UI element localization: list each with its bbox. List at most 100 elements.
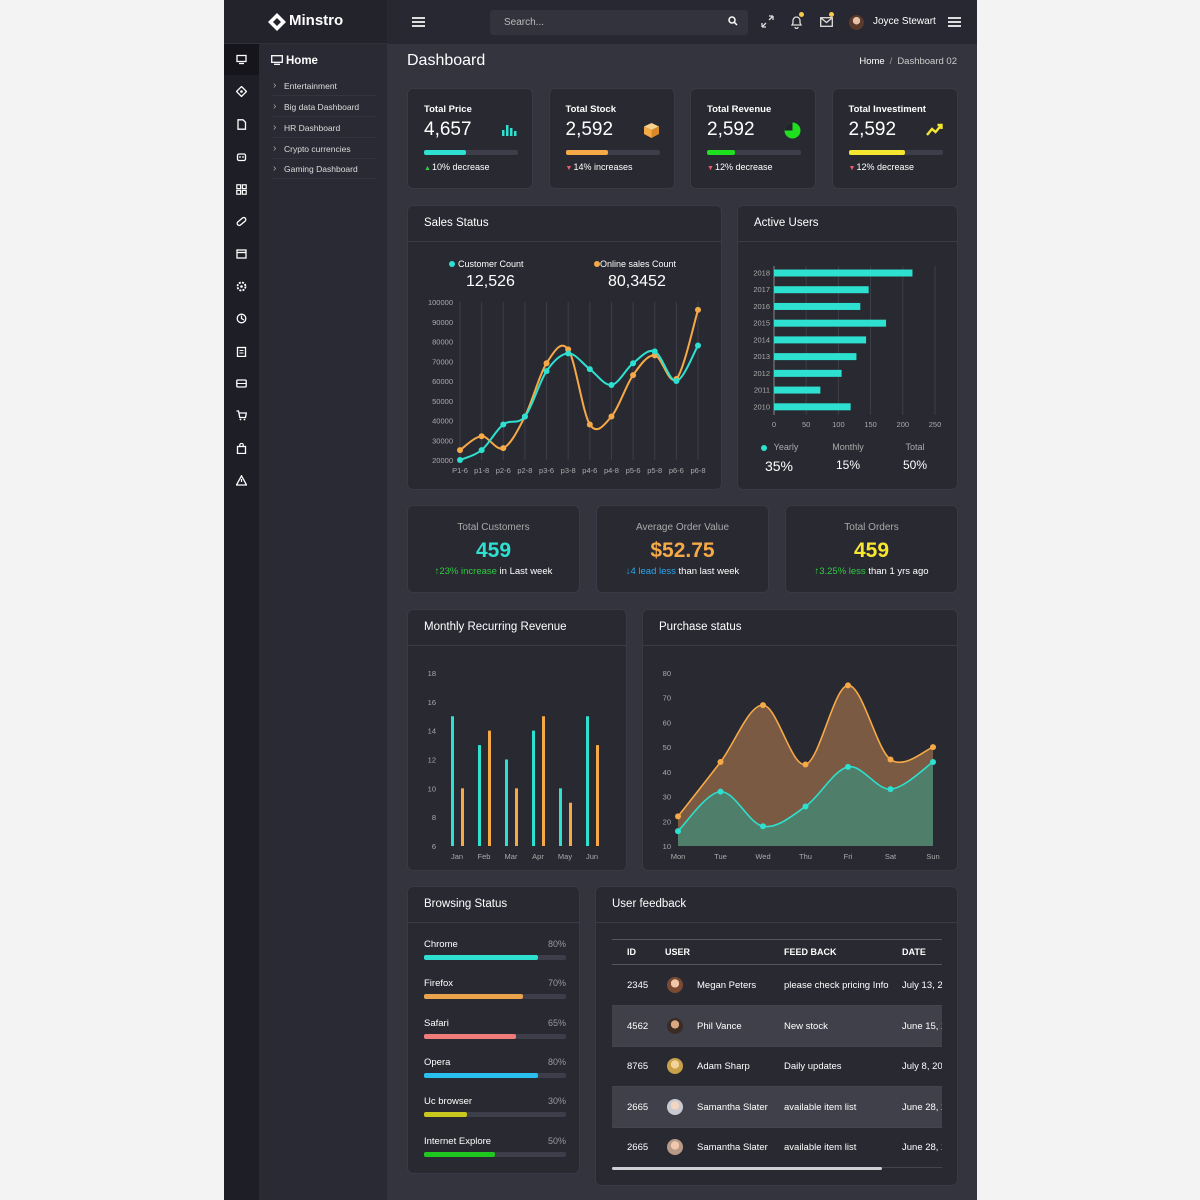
data-point[interactable] — [500, 445, 507, 452]
breadcrumb-home[interactable]: Home — [859, 56, 885, 67]
bar-2013[interactable] — [774, 353, 857, 361]
data-point[interactable] — [586, 421, 593, 428]
table-row[interactable]: 8765 Adam Sharp Daily updates July 8, 20: — [612, 1046, 942, 1088]
data-point[interactable] — [930, 758, 936, 765]
user-avatar — [667, 1017, 683, 1034]
tracking-icon[interactable] — [236, 313, 247, 324]
table-row[interactable]: 2665 Samantha Slater available item list Ju… — [612, 1127, 942, 1169]
bar-may-1[interactable] — [559, 788, 562, 846]
data-point[interactable] — [608, 413, 615, 420]
notification-bell-icon[interactable] — [790, 15, 803, 29]
data-point[interactable] — [802, 803, 809, 810]
menu-icon[interactable] — [948, 17, 961, 27]
data-point[interactable] — [673, 378, 680, 384]
bar-may-2[interactable] — [569, 802, 572, 846]
data-point[interactable] — [521, 413, 528, 420]
bar-jun-2[interactable] — [596, 745, 599, 846]
cart-icon[interactable] — [236, 410, 247, 421]
data-point[interactable] — [695, 342, 701, 349]
data-point[interactable] — [675, 813, 681, 820]
sidebar-toggle-icon[interactable] — [412, 17, 425, 27]
submenu-item-hr[interactable]: HR Dashboard — [271, 118, 377, 138]
bar-jan-1[interactable] — [451, 716, 454, 846]
submenu-item-gaming[interactable]: Gaming Dashboard — [271, 159, 377, 179]
bar-2010[interactable] — [774, 403, 851, 411]
bar-2012[interactable] — [774, 369, 842, 377]
data-point[interactable] — [478, 447, 485, 454]
bar-jan-2[interactable] — [461, 788, 464, 846]
bar-2016[interactable] — [774, 302, 861, 310]
mail-icon[interactable] — [820, 17, 833, 27]
clipboard-icon[interactable] — [236, 346, 247, 357]
pill-icon[interactable] — [236, 216, 247, 227]
data-point[interactable] — [630, 372, 637, 379]
bar-2018[interactable] — [774, 269, 913, 277]
data-point[interactable] — [930, 744, 936, 751]
brand-box[interactable]: Minstro — [224, 0, 387, 44]
data-point[interactable] — [760, 823, 766, 830]
submenu-item-crypto[interactable]: Crypto currencies — [271, 139, 377, 159]
bar-mar-2[interactable] — [515, 788, 518, 846]
data-point[interactable] — [457, 457, 463, 463]
data-point[interactable] — [717, 758, 724, 765]
search-input[interactable] — [490, 10, 748, 35]
data-point[interactable] — [845, 763, 851, 770]
card-header: Purchase status — [643, 610, 957, 646]
diamond-icon[interactable] — [236, 86, 247, 98]
ticket-icon[interactable] — [236, 378, 247, 389]
grid-icon[interactable] — [236, 183, 247, 195]
header-id[interactable]: ID — [627, 947, 636, 957]
user-name[interactable]: Joyce Stewart — [873, 16, 936, 27]
x-tick-label: p1-8 — [474, 466, 489, 475]
warning-icon[interactable] — [236, 475, 247, 486]
header-user[interactable]: USER — [665, 947, 691, 957]
data-point[interactable] — [802, 761, 809, 768]
data-point[interactable] — [543, 368, 550, 375]
submenu-header[interactable]: Home — [271, 55, 318, 67]
robot-icon[interactable] — [236, 151, 247, 162]
bar-apr-1[interactable] — [532, 730, 535, 846]
fullscreen-icon[interactable] — [761, 15, 774, 28]
submenu-item-entertainment[interactable]: Entertainment — [271, 76, 377, 96]
data-point[interactable] — [760, 702, 766, 709]
table-row[interactable]: 2665 Samantha Slater available item list Ju… — [612, 1086, 942, 1128]
data-point[interactable] — [630, 360, 637, 367]
data-point[interactable] — [695, 306, 701, 313]
bar-2015[interactable] — [774, 319, 887, 327]
data-point[interactable] — [717, 788, 724, 795]
table-row[interactable]: 4562 Phil Vance New stock June 15, 2 — [612, 1005, 942, 1047]
data-point[interactable] — [651, 348, 658, 355]
table-scrollbar[interactable] — [612, 1167, 882, 1170]
bar-mar-1[interactable] — [505, 759, 508, 847]
bar-jun-1[interactable] — [586, 716, 589, 846]
data-point[interactable] — [543, 360, 550, 367]
bar-2011[interactable] — [774, 386, 821, 394]
data-point[interactable] — [500, 421, 507, 428]
monitor-icon[interactable] — [236, 54, 247, 65]
data-point[interactable] — [887, 786, 894, 793]
settings-icon[interactable] — [236, 281, 247, 292]
bar-feb-1[interactable] — [478, 745, 481, 846]
submenu-item-big-data[interactable]: Big data Dashboard — [271, 97, 377, 117]
data-point[interactable] — [478, 433, 485, 440]
bag-icon[interactable] — [236, 442, 247, 454]
bar-2017[interactable] — [774, 286, 869, 294]
data-point[interactable] — [845, 682, 851, 689]
table-row[interactable]: 2345 Megan Peters please check pricing Inf… — [612, 965, 942, 1006]
bar-2014[interactable] — [774, 336, 867, 344]
search-icon[interactable] — [728, 16, 738, 26]
header-feedback[interactable]: FEED BACK — [784, 947, 837, 957]
data-point[interactable] — [565, 350, 572, 357]
data-point[interactable] — [608, 381, 615, 388]
bar-feb-2[interactable] — [488, 730, 491, 846]
user-avatar[interactable] — [849, 15, 864, 30]
data-point[interactable] — [586, 366, 593, 373]
browser-percent: 70% — [547, 978, 566, 989]
calendar-icon[interactable] — [236, 248, 247, 260]
data-point[interactable] — [457, 447, 463, 454]
bar-apr-2[interactable] — [542, 716, 545, 846]
data-point[interactable] — [887, 756, 894, 763]
header-date[interactable]: DATE — [902, 947, 926, 957]
data-point[interactable] — [675, 828, 681, 835]
document-icon[interactable] — [236, 118, 247, 130]
